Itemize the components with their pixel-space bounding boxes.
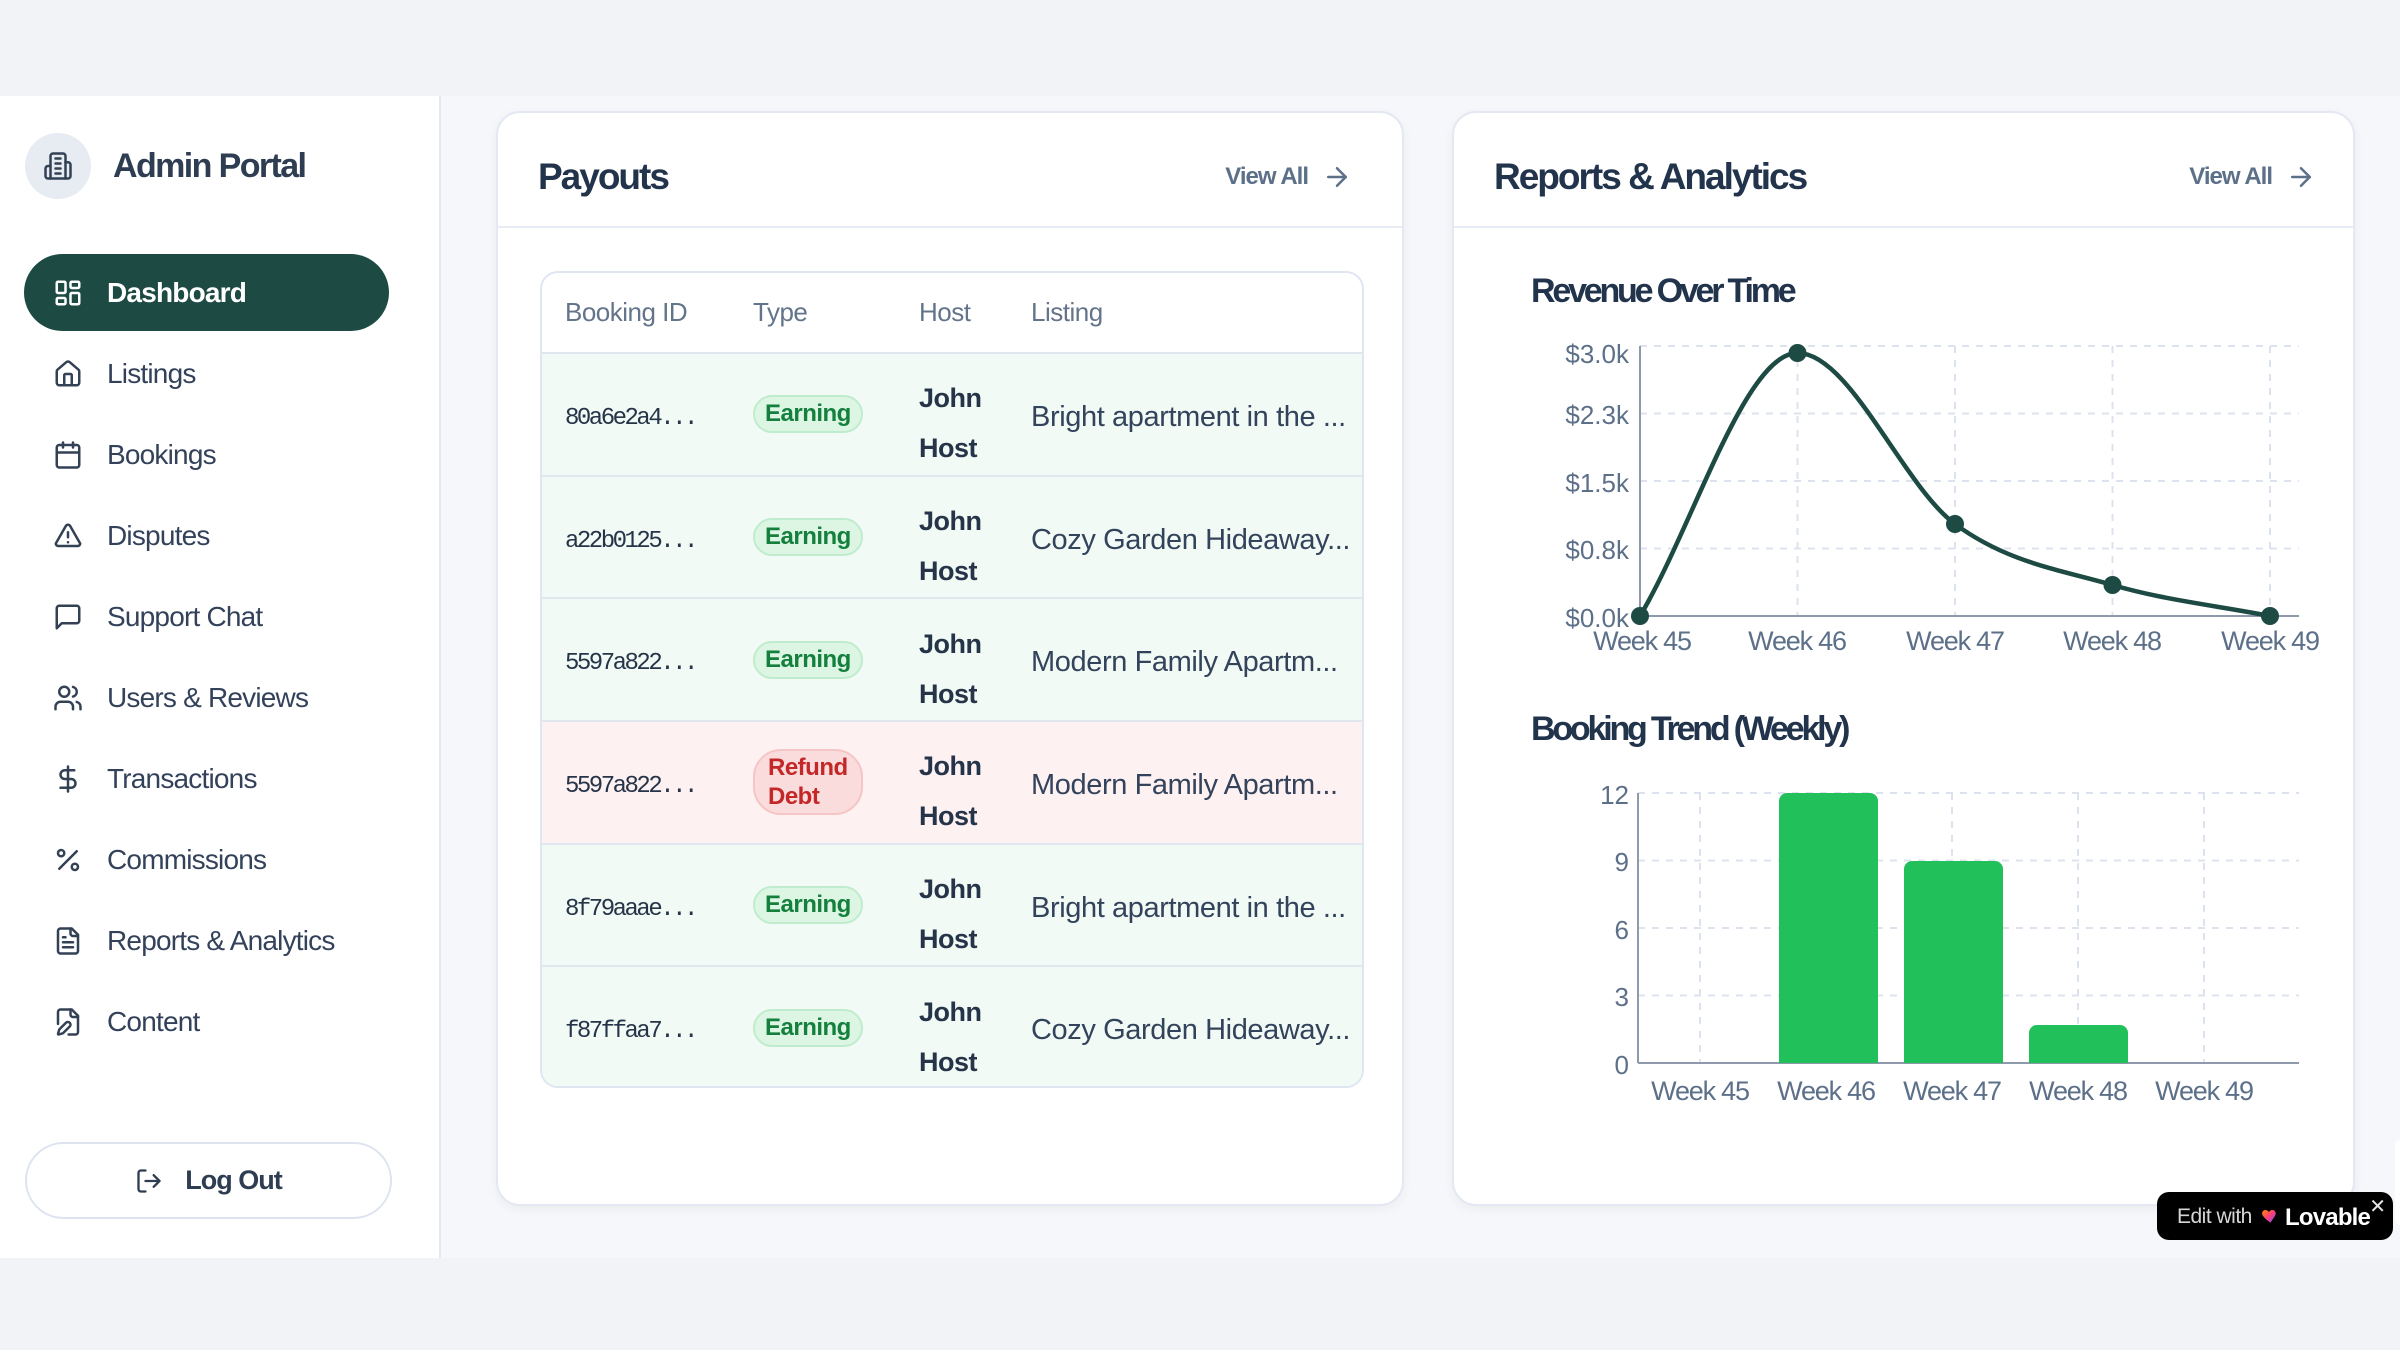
svg-text:$3.0k: $3.0k (1565, 339, 1630, 369)
svg-text:Week 45: Week 45 (1593, 626, 1691, 656)
svg-text:Week 49: Week 49 (2221, 626, 2319, 656)
svg-text:Week 47: Week 47 (1906, 626, 2004, 656)
svg-text:Week 46: Week 46 (1777, 1076, 1875, 1106)
svg-text:3: 3 (1615, 982, 1629, 1012)
svg-text:Week 46: Week 46 (1748, 626, 1846, 656)
svg-text:6: 6 (1615, 915, 1629, 945)
svg-text:$0.0k: $0.0k (1565, 603, 1630, 633)
svg-text:9: 9 (1615, 847, 1629, 877)
svg-text:Week 48: Week 48 (2063, 626, 2161, 656)
svg-text:Week 47: Week 47 (1903, 1076, 2001, 1106)
svg-text:$2.3k: $2.3k (1565, 400, 1630, 430)
svg-text:Week 48: Week 48 (2029, 1076, 2127, 1106)
svg-text:Week 49: Week 49 (2155, 1076, 2253, 1106)
svg-text:$1.5k: $1.5k (1565, 468, 1630, 498)
svg-text:12: 12 (1600, 780, 1629, 810)
svg-text:0: 0 (1615, 1050, 1629, 1080)
svg-text:Week 45: Week 45 (1651, 1076, 1749, 1106)
svg-text:$0.8k: $0.8k (1565, 535, 1630, 565)
